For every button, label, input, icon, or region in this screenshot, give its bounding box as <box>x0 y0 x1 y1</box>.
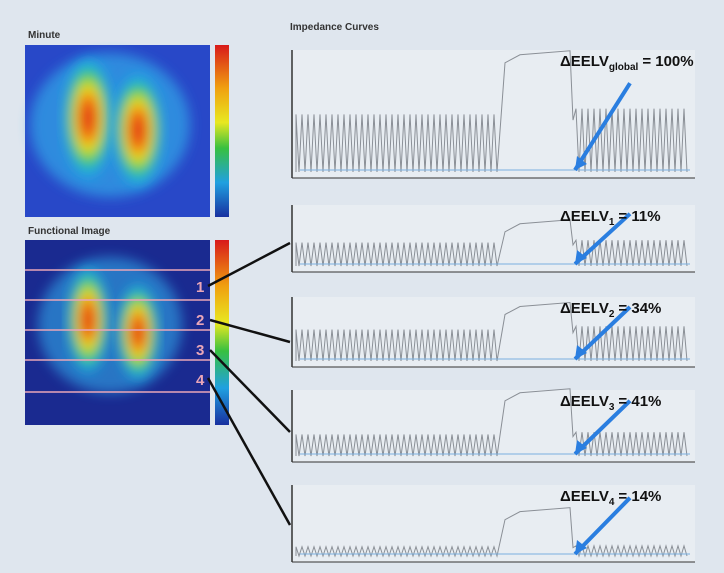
top-image <box>25 45 229 217</box>
functional-image <box>25 240 229 425</box>
panel-title: Minute <box>28 30 61 41</box>
curve-panel: ΔEELVglobal= 100% <box>292 50 695 178</box>
annotation-subscript: 1 <box>609 217 615 228</box>
annotation-suffix: = 41% <box>618 393 661 410</box>
region-number: 3 <box>196 342 204 359</box>
annotation-suffix: = 11% <box>618 208 660 225</box>
region-number: 4 <box>196 372 205 389</box>
annotation-prefix: ΔEELV <box>560 393 609 410</box>
annotation-prefix: ΔEELV <box>560 300 609 317</box>
region-number: 2 <box>196 312 204 329</box>
curve-panel: ΔEELV4= 14% <box>292 485 695 562</box>
curve-panel: ΔEELV1= 11% <box>292 205 695 272</box>
annotation-subscript: 4 <box>609 497 615 508</box>
annotation-suffix: = 34% <box>618 300 661 317</box>
annotation-subscript: global <box>609 62 639 73</box>
annotation-subscript: 2 <box>609 309 615 320</box>
annotation-suffix: = 100% <box>642 53 693 70</box>
annotation-subscript: 3 <box>609 402 615 413</box>
curve-panel: ΔEELV2= 34% <box>292 297 695 367</box>
annotation-suffix: = 14% <box>618 488 661 505</box>
curve-panel: ΔEELV3= 41% <box>292 389 695 462</box>
screen: Minute Functional Image Impedance Curves… <box>0 0 724 573</box>
panel-title: Functional Image <box>28 226 111 237</box>
annotation-prefix: ΔEELV <box>560 53 609 70</box>
annotation-prefix: ΔEELV <box>560 208 609 225</box>
curves-title: Impedance Curves <box>290 22 379 33</box>
region-number: 1 <box>196 279 204 296</box>
annotation-prefix: ΔEELV <box>560 488 609 505</box>
